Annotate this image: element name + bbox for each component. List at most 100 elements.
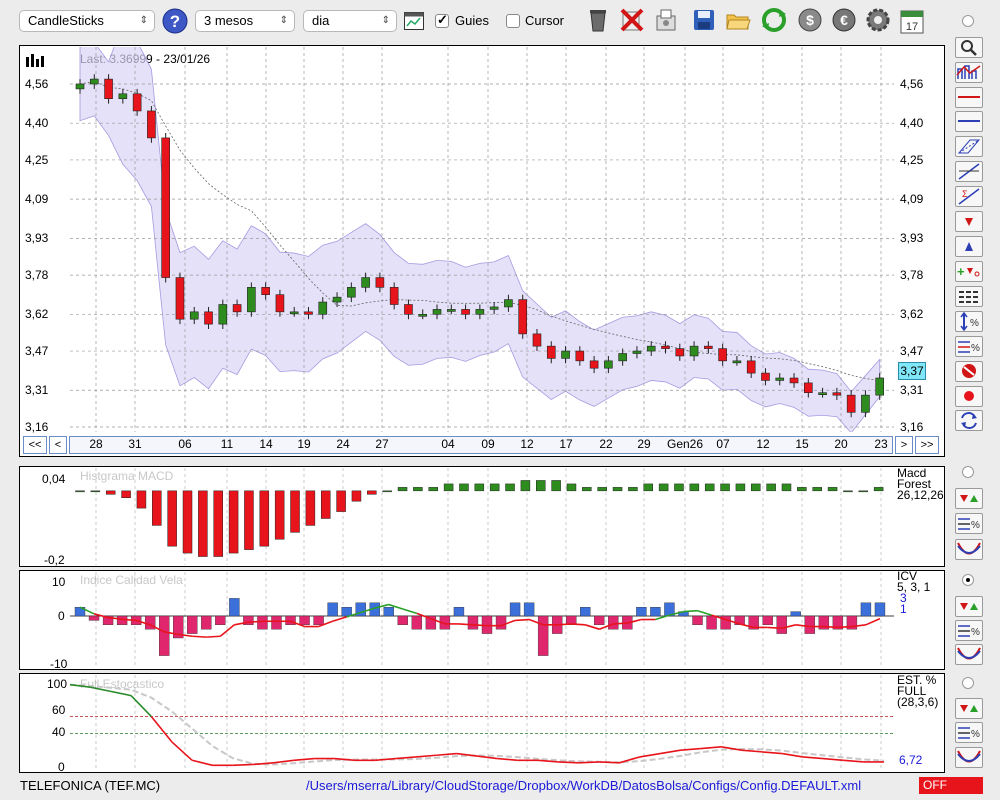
- refresh-icon[interactable]: [760, 6, 788, 34]
- stoch-k-line: [537, 759, 559, 763]
- candlestick-chart[interactable]: [70, 47, 894, 432]
- x-axis-strip[interactable]: [69, 436, 893, 454]
- macd-y-top: 0,04: [42, 472, 66, 486]
- gear-icon[interactable]: [864, 6, 892, 34]
- icv-signal-line: [795, 624, 810, 628]
- zoom-tool-button[interactable]: [955, 37, 983, 58]
- candle-body: [232, 304, 242, 313]
- x-axis-label: 31: [128, 437, 142, 451]
- stoch-panel-radio[interactable]: [962, 677, 974, 689]
- macd-panel-radio[interactable]: [962, 466, 974, 478]
- x-axis-label: 04: [441, 437, 455, 451]
- stoch-y-60: 60: [52, 703, 66, 717]
- candle-body: [389, 287, 399, 305]
- scale-percent-button[interactable]: %: [955, 311, 983, 332]
- y-tick-right: 4,25: [900, 152, 924, 167]
- y-tick-right: 3,93: [900, 231, 924, 246]
- buy-marker-button[interactable]: [955, 236, 983, 257]
- nav-last-button[interactable]: >>: [915, 436, 939, 454]
- icv-panel-radio[interactable]: [962, 574, 974, 586]
- icv-bar: [383, 607, 394, 617]
- chart-type-value: CandleSticks: [28, 13, 104, 28]
- main-panel-radio[interactable]: [962, 15, 974, 27]
- dollar-refresh-icon[interactable]: $: [796, 6, 824, 34]
- blue-hline-button[interactable]: [955, 111, 983, 132]
- remove-button[interactable]: [955, 361, 983, 382]
- channel-tool-button[interactable]: [955, 136, 983, 157]
- x-axis-label: 28: [89, 437, 103, 451]
- candle-body: [318, 301, 328, 315]
- euro-icon[interactable]: €: [830, 6, 858, 34]
- macd-bar: [459, 483, 469, 492]
- export-icon[interactable]: [652, 6, 680, 34]
- chart-type-select[interactable]: CandleSticks ⇕: [19, 10, 155, 32]
- macd-curve-button[interactable]: [955, 539, 983, 560]
- icv-signal-line: [711, 614, 726, 621]
- nav-first-button[interactable]: <<: [23, 436, 47, 454]
- cursor-checkbox[interactable]: [506, 14, 520, 28]
- stoch-move-button[interactable]: [955, 698, 983, 719]
- interval-select[interactable]: dia ⇕: [303, 10, 397, 32]
- macd-lines-button[interactable]: %: [955, 513, 983, 534]
- red-hline-button[interactable]: [955, 87, 983, 108]
- macd-move-button[interactable]: [955, 488, 983, 509]
- icv-signal-line: [360, 607, 375, 614]
- macd-bar: [351, 490, 362, 502]
- icv-chart[interactable]: [70, 572, 894, 668]
- lines-percent-button[interactable]: %: [955, 336, 983, 357]
- candle-body: [832, 392, 842, 396]
- record-button[interactable]: [955, 386, 983, 407]
- grid-lines-button[interactable]: [955, 286, 983, 307]
- candle-body: [118, 93, 128, 99]
- delete-icon[interactable]: [618, 6, 646, 34]
- calendar-icon[interactable]: 17: [900, 8, 924, 34]
- y-tick-right: 3,16: [900, 420, 924, 434]
- interval-value: dia: [312, 13, 330, 28]
- fibonacci-tool-button[interactable]: Σ: [955, 186, 983, 207]
- trendline-tool-button[interactable]: [955, 161, 983, 182]
- macd-bar: [566, 483, 577, 492]
- macd-histogram[interactable]: [70, 468, 894, 565]
- open-folder-icon[interactable]: [724, 6, 752, 34]
- stoch-k-line: [680, 747, 701, 751]
- macd-bar: [536, 480, 546, 492]
- chart-style-button[interactable]: [955, 62, 983, 83]
- macd-bar: [428, 487, 438, 492]
- macd-bar: [228, 490, 239, 554]
- icv-signal-line: [528, 618, 544, 626]
- save-icon[interactable]: [690, 6, 718, 34]
- candle-body: [147, 110, 156, 139]
- status-off-badge[interactable]: OFF: [919, 777, 983, 794]
- x-axis-label: 22: [599, 437, 613, 451]
- icv-curve-button[interactable]: [955, 644, 983, 665]
- stoch-k-line: [375, 757, 396, 762]
- candle-body: [261, 287, 270, 296]
- macd-bar: [735, 483, 746, 492]
- icv-move-button[interactable]: [955, 596, 983, 617]
- macd-bar: [167, 490, 177, 547]
- icv-bar: [229, 598, 240, 617]
- config-path-link[interactable]: /Users/mserra/Library/CloudStorage/Dropb…: [306, 778, 862, 793]
- stoch-lines-button[interactable]: %: [955, 722, 983, 743]
- nav-prev-button[interactable]: <: [49, 436, 67, 454]
- icv-signal-line: [557, 623, 572, 626]
- sell-marker-button[interactable]: [955, 211, 983, 232]
- stochastic-chart[interactable]: [70, 675, 894, 771]
- add-signals-button[interactable]: +: [955, 261, 983, 282]
- help-icon[interactable]: ?: [162, 8, 188, 34]
- trash-icon[interactable]: [584, 6, 612, 34]
- macd-bar: [305, 490, 316, 526]
- icv-bar: [748, 615, 759, 630]
- macd-bar: [812, 487, 822, 492]
- chart-window-icon[interactable]: [404, 12, 424, 30]
- nav-next-button[interactable]: >: [895, 436, 913, 454]
- icv-bar: [411, 615, 423, 630]
- macd-bar: [797, 487, 807, 492]
- guides-checkbox[interactable]: [435, 12, 449, 28]
- period-select[interactable]: 3 mesos ⇕: [195, 10, 295, 32]
- swap-button[interactable]: [955, 410, 983, 431]
- stoch-curve-button[interactable]: [955, 747, 983, 768]
- icv-lines-button[interactable]: %: [955, 620, 983, 641]
- macd-panel: [19, 466, 945, 567]
- icv-signal-line: [472, 624, 488, 627]
